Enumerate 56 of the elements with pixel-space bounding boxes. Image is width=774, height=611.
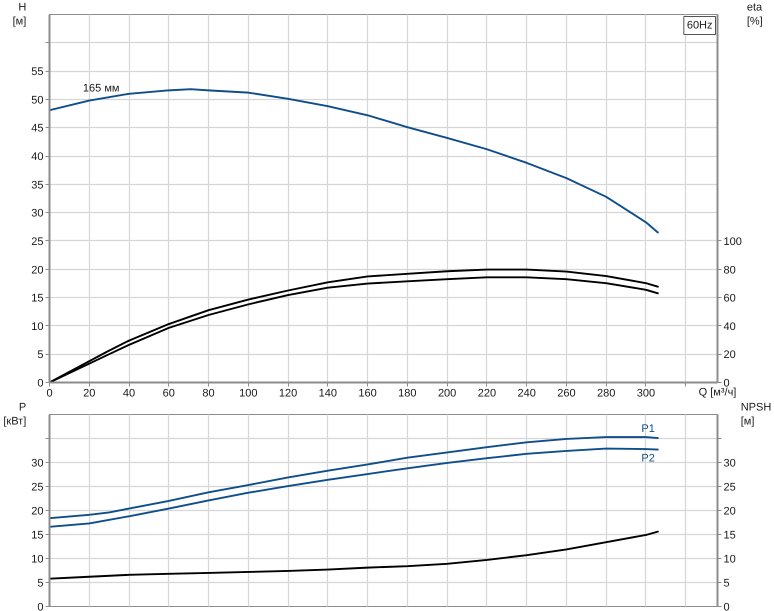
y-tick-label: 30 <box>31 458 44 470</box>
y-tick-label: 5 <box>37 349 44 362</box>
y-tick-label: 15 <box>31 530 44 542</box>
x-tick-label: 260 <box>557 388 576 400</box>
y-tick-label: 30 <box>31 208 44 220</box>
x-tick-label: 20 <box>83 388 96 400</box>
x-tick-label: 140 <box>318 388 338 400</box>
y-tick-label: 10 <box>31 320 44 333</box>
y2-tick-label: 30 <box>724 458 736 470</box>
series-label: P2 <box>641 452 655 465</box>
y2-tick-label: 20 <box>724 506 736 518</box>
y-tick-label: 25 <box>31 482 44 494</box>
y2-tick-label: 100 <box>724 236 742 248</box>
y-tick-label: 5 <box>37 578 44 590</box>
y2-tick-label: 10 <box>724 554 736 566</box>
x-tick-label: 100 <box>239 388 258 400</box>
y2-tick-label: 25 <box>724 482 736 494</box>
y-tick-label: 20 <box>31 506 44 518</box>
annotation: 60Hz <box>686 20 713 32</box>
x-tick-label: 180 <box>398 388 417 400</box>
y-tick-label: 45 <box>31 122 44 135</box>
y2-tick-label: 60 <box>724 292 736 305</box>
y-tick-label: 0 <box>37 378 44 390</box>
x-tick-label: 200 <box>438 388 456 400</box>
y2-tick-label: 40 <box>724 320 736 333</box>
y-tick-label: 35 <box>31 179 44 192</box>
y-tick-label: 40 <box>31 151 44 164</box>
x-tick-label: 220 <box>478 388 496 400</box>
y-axis-title: P [кВт] <box>3 401 26 428</box>
y-tick-label: 0 <box>37 602 44 611</box>
annotation: 165 мм <box>82 82 120 94</box>
y-tick-label: 25 <box>31 236 44 248</box>
y2-tick-label: 5 <box>724 578 730 590</box>
series-label: P1 <box>641 423 655 436</box>
x-tick-label: 280 <box>596 388 616 400</box>
x-tick-label: 0 <box>46 388 53 400</box>
y-tick-label: 20 <box>31 264 44 276</box>
x-tick-label: 240 <box>517 388 536 400</box>
x-tick-label: 40 <box>122 388 136 400</box>
x-tick-label: 60 <box>162 388 175 400</box>
y-tick-label: 10 <box>31 554 44 566</box>
y-tick-label: 55 <box>31 66 44 78</box>
y2-tick-label: 20 <box>724 349 736 362</box>
y2-axis-title: eta [%] <box>746 1 764 28</box>
y2-tick-label: 0 <box>724 602 730 611</box>
y-axis-title: H [м] <box>12 1 26 28</box>
x-tick-label: 120 <box>278 388 298 400</box>
y2-tick-label: 15 <box>724 530 736 542</box>
x-axis-title: Q [м³/ч] <box>698 386 736 398</box>
x-tick-label: 160 <box>358 388 377 400</box>
y-tick-label: 50 <box>31 94 44 106</box>
x-tick-label: 80 <box>202 388 215 400</box>
y-tick-label: 15 <box>31 292 44 305</box>
y2-tick-label: 80 <box>724 264 736 276</box>
x-tick-label: 300 <box>636 388 656 400</box>
y2-axis-title: NPSH [м] <box>740 401 772 428</box>
